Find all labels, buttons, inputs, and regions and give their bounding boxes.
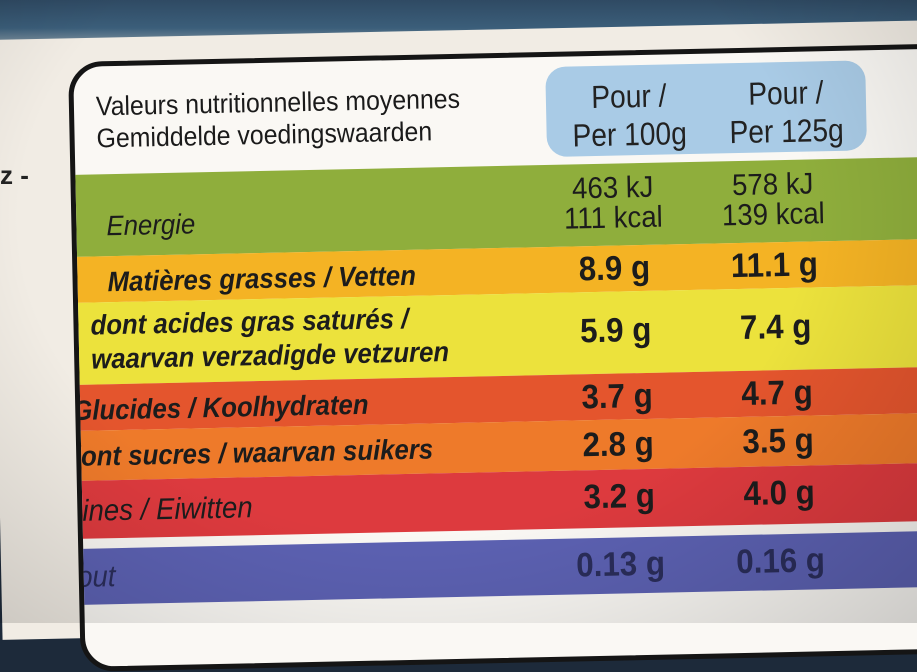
portion-header-box: Pour / Per 100g Pour / Per 125g — [545, 60, 868, 157]
fat-per-100g: 8.9 g — [578, 248, 651, 289]
saturated-fat-label: dont acides gras saturés / waarvan verza… — [90, 302, 450, 375]
row-salt: el / Zout 0.13 g 0.16 g — [68, 530, 917, 605]
fat-per-125g: 11.1 g — [730, 245, 819, 286]
protein-per-100g: 3.2 g — [583, 476, 656, 517]
column-per-125g: Pour / Per 125g — [729, 74, 845, 151]
carbohydrates-per-100g: 3.7 g — [581, 376, 654, 417]
header-dutch: Gemiddelde voedingswaarden — [96, 116, 433, 154]
side-text-fragment: z - — [0, 160, 29, 190]
sugars-per-125g: 3.5 g — [742, 421, 815, 461]
fat-label: Matières grasses / Vetten — [107, 259, 417, 298]
nutrition-table: Valeurs nutritionnelles moyennes Gemidde… — [68, 42, 917, 672]
protein-per-125g: 4.0 g — [743, 473, 816, 513]
energy-label: Energie — [106, 208, 196, 242]
salt-per-100g: 0.13 g — [575, 544, 666, 585]
saturated-fat-per-100g: 5.9 g — [579, 310, 652, 351]
carbohydrates-label: Glucides / Koolhydraten — [71, 388, 369, 426]
energy-per-100g: 463 kJ 111 kcal — [563, 170, 664, 236]
energy-per-125g: 578 kJ 139 kcal — [721, 167, 826, 233]
carbohydrates-per-125g: 4.7 g — [741, 373, 814, 413]
column-per-100g: Pour / Per 100g — [572, 77, 688, 154]
protein-label: Protéines / Eiwitten — [68, 491, 253, 530]
salt-per-125g: 0.16 g — [735, 541, 826, 582]
saturated-fat-per-125g: 7.4 g — [739, 307, 812, 347]
table-header-labels: Valeurs nutritionnelles moyennes Gemidde… — [96, 82, 493, 154]
sugars-per-100g: 2.8 g — [582, 424, 655, 465]
